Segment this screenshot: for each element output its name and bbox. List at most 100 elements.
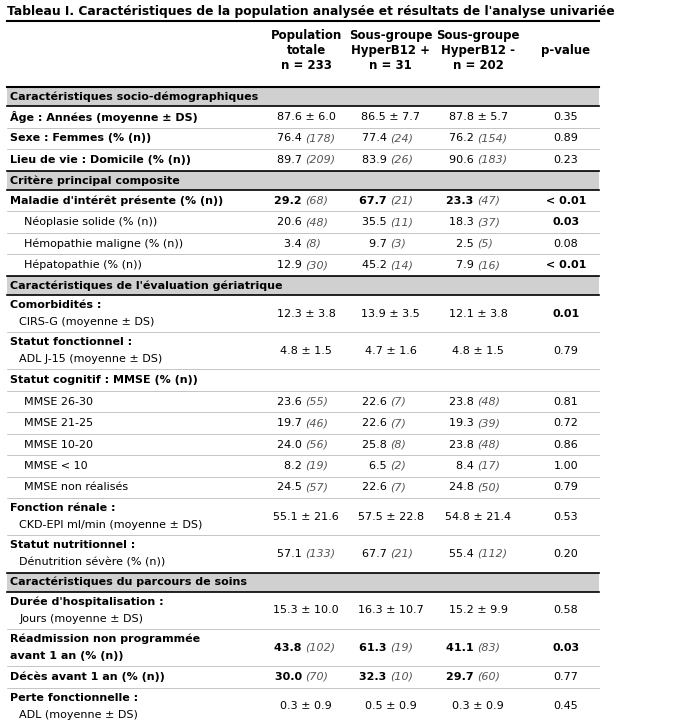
Text: CKD-EPI ml/min (moyenne ± DS): CKD-EPI ml/min (moyenne ± DS) — [19, 521, 203, 530]
Text: (21): (21) — [390, 196, 413, 206]
Text: 87.6 ± 6.0: 87.6 ± 6.0 — [277, 112, 336, 122]
Text: 87.8 ± 5.7: 87.8 ± 5.7 — [449, 112, 508, 122]
Text: (50): (50) — [477, 482, 501, 492]
Text: 67.7: 67.7 — [362, 549, 390, 559]
Text: (56): (56) — [306, 440, 328, 450]
Text: 12.1 ± 3.8: 12.1 ± 3.8 — [449, 308, 508, 318]
Text: (8): (8) — [306, 238, 322, 248]
Text: 23.6: 23.6 — [278, 396, 306, 406]
Text: (70): (70) — [306, 672, 328, 682]
Text: (5): (5) — [477, 238, 493, 248]
Text: (10): (10) — [390, 672, 413, 682]
Text: 43.8: 43.8 — [274, 643, 306, 653]
Text: (19): (19) — [390, 643, 413, 653]
Text: 57.1: 57.1 — [278, 549, 306, 559]
Text: Décès avant 1 an (% (n)): Décès avant 1 an (% (n)) — [10, 671, 166, 682]
Text: 4.7 ± 1.6: 4.7 ± 1.6 — [365, 346, 416, 356]
Text: 0.23: 0.23 — [553, 155, 578, 165]
Text: MMSE < 10: MMSE < 10 — [24, 461, 88, 471]
Text: 29.2: 29.2 — [274, 196, 306, 206]
Text: (55): (55) — [306, 396, 328, 406]
Text: 19.3: 19.3 — [449, 418, 477, 428]
Text: 2.5: 2.5 — [456, 238, 477, 248]
Text: 19.7: 19.7 — [278, 418, 306, 428]
Text: 0.03: 0.03 — [552, 643, 579, 653]
Text: 0.72: 0.72 — [553, 418, 578, 428]
Text: (47): (47) — [477, 196, 501, 206]
Text: 8.4: 8.4 — [456, 461, 477, 471]
Text: (48): (48) — [477, 396, 501, 406]
Text: 0.08: 0.08 — [553, 238, 578, 248]
Text: 0.79: 0.79 — [553, 346, 578, 356]
Text: 15.2 ± 9.9: 15.2 ± 9.9 — [449, 606, 508, 615]
Text: Durée d'hospitalisation :: Durée d'hospitalisation : — [10, 596, 164, 607]
Text: 0.3 ± 0.9: 0.3 ± 0.9 — [452, 701, 504, 711]
Text: Hémopathie maligne (% (n)): Hémopathie maligne (% (n)) — [24, 238, 183, 249]
Text: 0.79: 0.79 — [553, 482, 578, 492]
Text: (209): (209) — [306, 155, 336, 165]
Text: Critère principal composite: Critère principal composite — [10, 175, 180, 186]
Text: Caractéristiques de l'évaluation gériatrique: Caractéristiques de l'évaluation gériatr… — [10, 280, 283, 291]
Text: 13.9 ± 3.5: 13.9 ± 3.5 — [361, 308, 420, 318]
Text: (14): (14) — [390, 260, 413, 270]
Text: 32.3: 32.3 — [359, 672, 390, 682]
Text: Maladie d'intérêt présente (% (n)): Maladie d'intérêt présente (% (n)) — [10, 196, 224, 206]
Text: Statut fonctionnel :: Statut fonctionnel : — [10, 337, 133, 347]
Text: (17): (17) — [477, 461, 501, 471]
Text: (21): (21) — [390, 549, 413, 559]
Text: Tableau I. Caractéristiques de la population analysée et résultats de l'analyse : Tableau I. Caractéristiques de la popula… — [8, 4, 615, 17]
Text: 0.81: 0.81 — [553, 396, 578, 406]
Text: p-value: p-value — [541, 44, 590, 57]
Text: avant 1 an (% (n)): avant 1 an (% (n)) — [10, 651, 124, 661]
Text: (16): (16) — [477, 260, 501, 270]
Text: Néoplasie solide (% (n)): Néoplasie solide (% (n)) — [24, 217, 157, 227]
Text: (26): (26) — [390, 155, 413, 165]
Text: (7): (7) — [390, 482, 406, 492]
Text: 22.6: 22.6 — [362, 396, 390, 406]
Text: MMSE 10-20: MMSE 10-20 — [24, 440, 93, 450]
Text: Caractéristiques socio-démographiques: Caractéristiques socio-démographiques — [10, 92, 259, 102]
Text: Comorbidités :: Comorbidités : — [10, 300, 102, 310]
Text: MMSE non réalisés: MMSE non réalisés — [24, 482, 128, 492]
Text: (30): (30) — [306, 260, 328, 270]
Text: 89.7: 89.7 — [277, 155, 306, 165]
Text: Fonction rénale :: Fonction rénale : — [10, 503, 116, 513]
Text: (112): (112) — [477, 549, 508, 559]
Text: (154): (154) — [477, 134, 508, 144]
Text: ADL J-15 (moyenne ± DS): ADL J-15 (moyenne ± DS) — [19, 355, 163, 365]
Text: 57.5 ± 22.8: 57.5 ± 22.8 — [358, 512, 424, 522]
Text: Sous-groupe
HyperB12 -
n = 202: Sous-groupe HyperB12 - n = 202 — [436, 29, 520, 72]
Text: 0.01: 0.01 — [552, 308, 579, 318]
Text: 0.20: 0.20 — [553, 549, 578, 559]
Text: 77.4: 77.4 — [361, 134, 390, 144]
Text: (68): (68) — [306, 196, 328, 206]
Text: (3): (3) — [390, 238, 406, 248]
Text: (48): (48) — [477, 440, 501, 450]
Text: (7): (7) — [390, 418, 406, 428]
Text: (46): (46) — [306, 418, 328, 428]
Text: 0.5 ± 0.9: 0.5 ± 0.9 — [365, 701, 416, 711]
Text: 76.2: 76.2 — [449, 134, 477, 144]
Text: (2): (2) — [390, 461, 406, 471]
Text: (37): (37) — [477, 217, 501, 227]
Text: (83): (83) — [477, 643, 501, 653]
Text: Lieu de vie : Domicile (% (n)): Lieu de vie : Domicile (% (n)) — [10, 155, 192, 165]
Text: Jours (moyenne ± DS): Jours (moyenne ± DS) — [19, 614, 144, 624]
Text: MMSE 21-25: MMSE 21-25 — [24, 418, 93, 428]
Text: Hépatopathie (% (n)): Hépatopathie (% (n)) — [24, 260, 142, 270]
Text: (48): (48) — [306, 217, 328, 227]
Text: 55.4: 55.4 — [449, 549, 477, 559]
Text: (183): (183) — [477, 155, 508, 165]
Text: 86.5 ± 7.7: 86.5 ± 7.7 — [361, 112, 420, 122]
Text: 24.8: 24.8 — [449, 482, 477, 492]
Text: 4.8 ± 1.5: 4.8 ± 1.5 — [452, 346, 504, 356]
Text: 1.00: 1.00 — [554, 461, 578, 471]
Text: Réadmission non programmée: Réadmission non programmée — [10, 634, 201, 644]
Text: 6.5: 6.5 — [369, 461, 390, 471]
Text: (57): (57) — [306, 482, 328, 492]
Text: 0.77: 0.77 — [553, 672, 578, 682]
Text: < 0.01: < 0.01 — [545, 260, 586, 270]
Text: 8.2: 8.2 — [284, 461, 306, 471]
Text: Sexe : Femmes (% (n)): Sexe : Femmes (% (n)) — [10, 134, 152, 144]
Text: 90.6: 90.6 — [449, 155, 477, 165]
